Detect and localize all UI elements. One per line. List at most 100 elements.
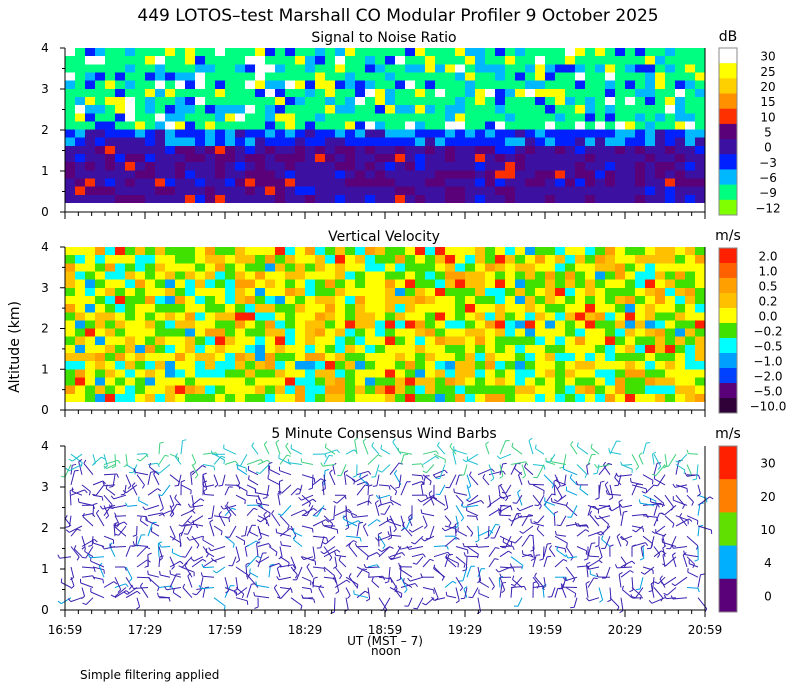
wind-barb-feather [228, 517, 231, 523]
wind-barb-feather [508, 550, 513, 554]
velocity-cell [475, 336, 486, 346]
wind-barb-feather [449, 442, 453, 447]
wind-barb-feather [528, 514, 533, 516]
velocity-cell [625, 336, 636, 346]
velocity-cell [235, 255, 246, 264]
wind-barb-feather [347, 595, 351, 599]
wind-barb [114, 576, 122, 590]
snr-cell [155, 162, 166, 171]
velocity-cell [355, 353, 366, 362]
snr-cell [145, 96, 156, 106]
wind-barb [422, 455, 436, 465]
velocity-cell [85, 385, 96, 395]
wind-barb-feather [562, 577, 567, 581]
velocity-cell [695, 287, 705, 297]
wind-barb [389, 525, 392, 538]
snr-cell [315, 145, 326, 155]
wind-barb [147, 522, 154, 537]
wind-barb-feather [158, 494, 163, 497]
wind-barb [193, 523, 204, 527]
wind-barb [257, 543, 269, 547]
wind-barb [367, 519, 378, 527]
snr-cell [165, 64, 176, 73]
velocity-cell [695, 320, 705, 329]
wind-barb-feather [560, 484, 565, 487]
wind-barb-feather [482, 473, 486, 478]
wind-barb [422, 496, 434, 506]
velocity-cell [285, 304, 296, 313]
snr-cell [205, 186, 216, 196]
snr-cell [365, 129, 376, 139]
snr-cell [305, 194, 316, 203]
velocity-cell [585, 295, 596, 305]
velocity-cell [525, 279, 536, 289]
wind-barb [499, 514, 512, 517]
wind-barb [570, 444, 578, 455]
wind-barb [463, 464, 468, 476]
snr-cell [495, 80, 506, 90]
velocity-cell [395, 328, 406, 338]
snr-cell [215, 105, 226, 114]
velocity-cell [175, 385, 186, 395]
wind-barb-feather [460, 597, 465, 600]
wind-barb-feather [84, 547, 86, 552]
velocity-cell [375, 255, 386, 264]
wind-barb [224, 587, 237, 593]
wind-barb [125, 545, 131, 557]
snr-cell [165, 178, 176, 188]
wind-barb [655, 464, 666, 476]
velocity-cell [385, 312, 396, 321]
velocity-cell [685, 336, 696, 346]
velocity-cell [545, 369, 556, 378]
wind-barb [400, 576, 408, 590]
velocity-cell [295, 279, 306, 289]
velocity-cell [65, 263, 76, 272]
velocity-cell [595, 369, 606, 378]
snr-cell [195, 121, 206, 130]
snr-cell [255, 88, 266, 98]
wind-barb-feather [433, 496, 438, 500]
wind-barb-feather [73, 545, 77, 550]
wind-barb-feather [232, 543, 235, 548]
snr-cell [595, 88, 606, 98]
wind-barb [187, 525, 193, 535]
wind-barb [103, 494, 113, 506]
velocity-cell [135, 353, 146, 362]
wind-barb-feather [377, 503, 382, 508]
snr-cell [245, 64, 256, 73]
snr-units: dB [719, 29, 738, 45]
velocity-cell [465, 393, 476, 402]
snr-cell [595, 129, 606, 139]
velocity-cell [85, 271, 96, 281]
snr-cell [535, 186, 546, 196]
wind-barb [323, 566, 335, 577]
wind-barb-feather [420, 509, 423, 514]
snr-cell [645, 72, 656, 82]
velocity-cell [75, 247, 86, 256]
wind-barb [246, 583, 252, 598]
velocity-cell [605, 295, 616, 305]
wind-barb [510, 461, 526, 465]
velocity-cell [285, 247, 296, 256]
snr-cell [425, 178, 436, 188]
wind-barb-feather [125, 590, 130, 594]
wind-barb [605, 566, 611, 579]
velocity-cell [495, 271, 506, 281]
snr-cell [525, 186, 536, 196]
snr-cell [295, 162, 306, 171]
wind-barb-feather [684, 472, 688, 477]
snr-cell [295, 186, 306, 196]
snr-cell [305, 162, 316, 171]
velocity-cell [665, 353, 676, 362]
snr-cell [95, 96, 106, 106]
snr-cell [205, 64, 216, 73]
velocity-cell [595, 304, 606, 313]
snr-cell [85, 170, 96, 179]
velocity-cell [245, 255, 256, 264]
x-tick-label: 17:59 [208, 623, 243, 637]
snr-cell [425, 121, 436, 130]
snr-cell [145, 105, 156, 114]
snr-cell [445, 194, 456, 203]
snr-cell [355, 162, 366, 171]
velocity-cell [175, 279, 186, 289]
